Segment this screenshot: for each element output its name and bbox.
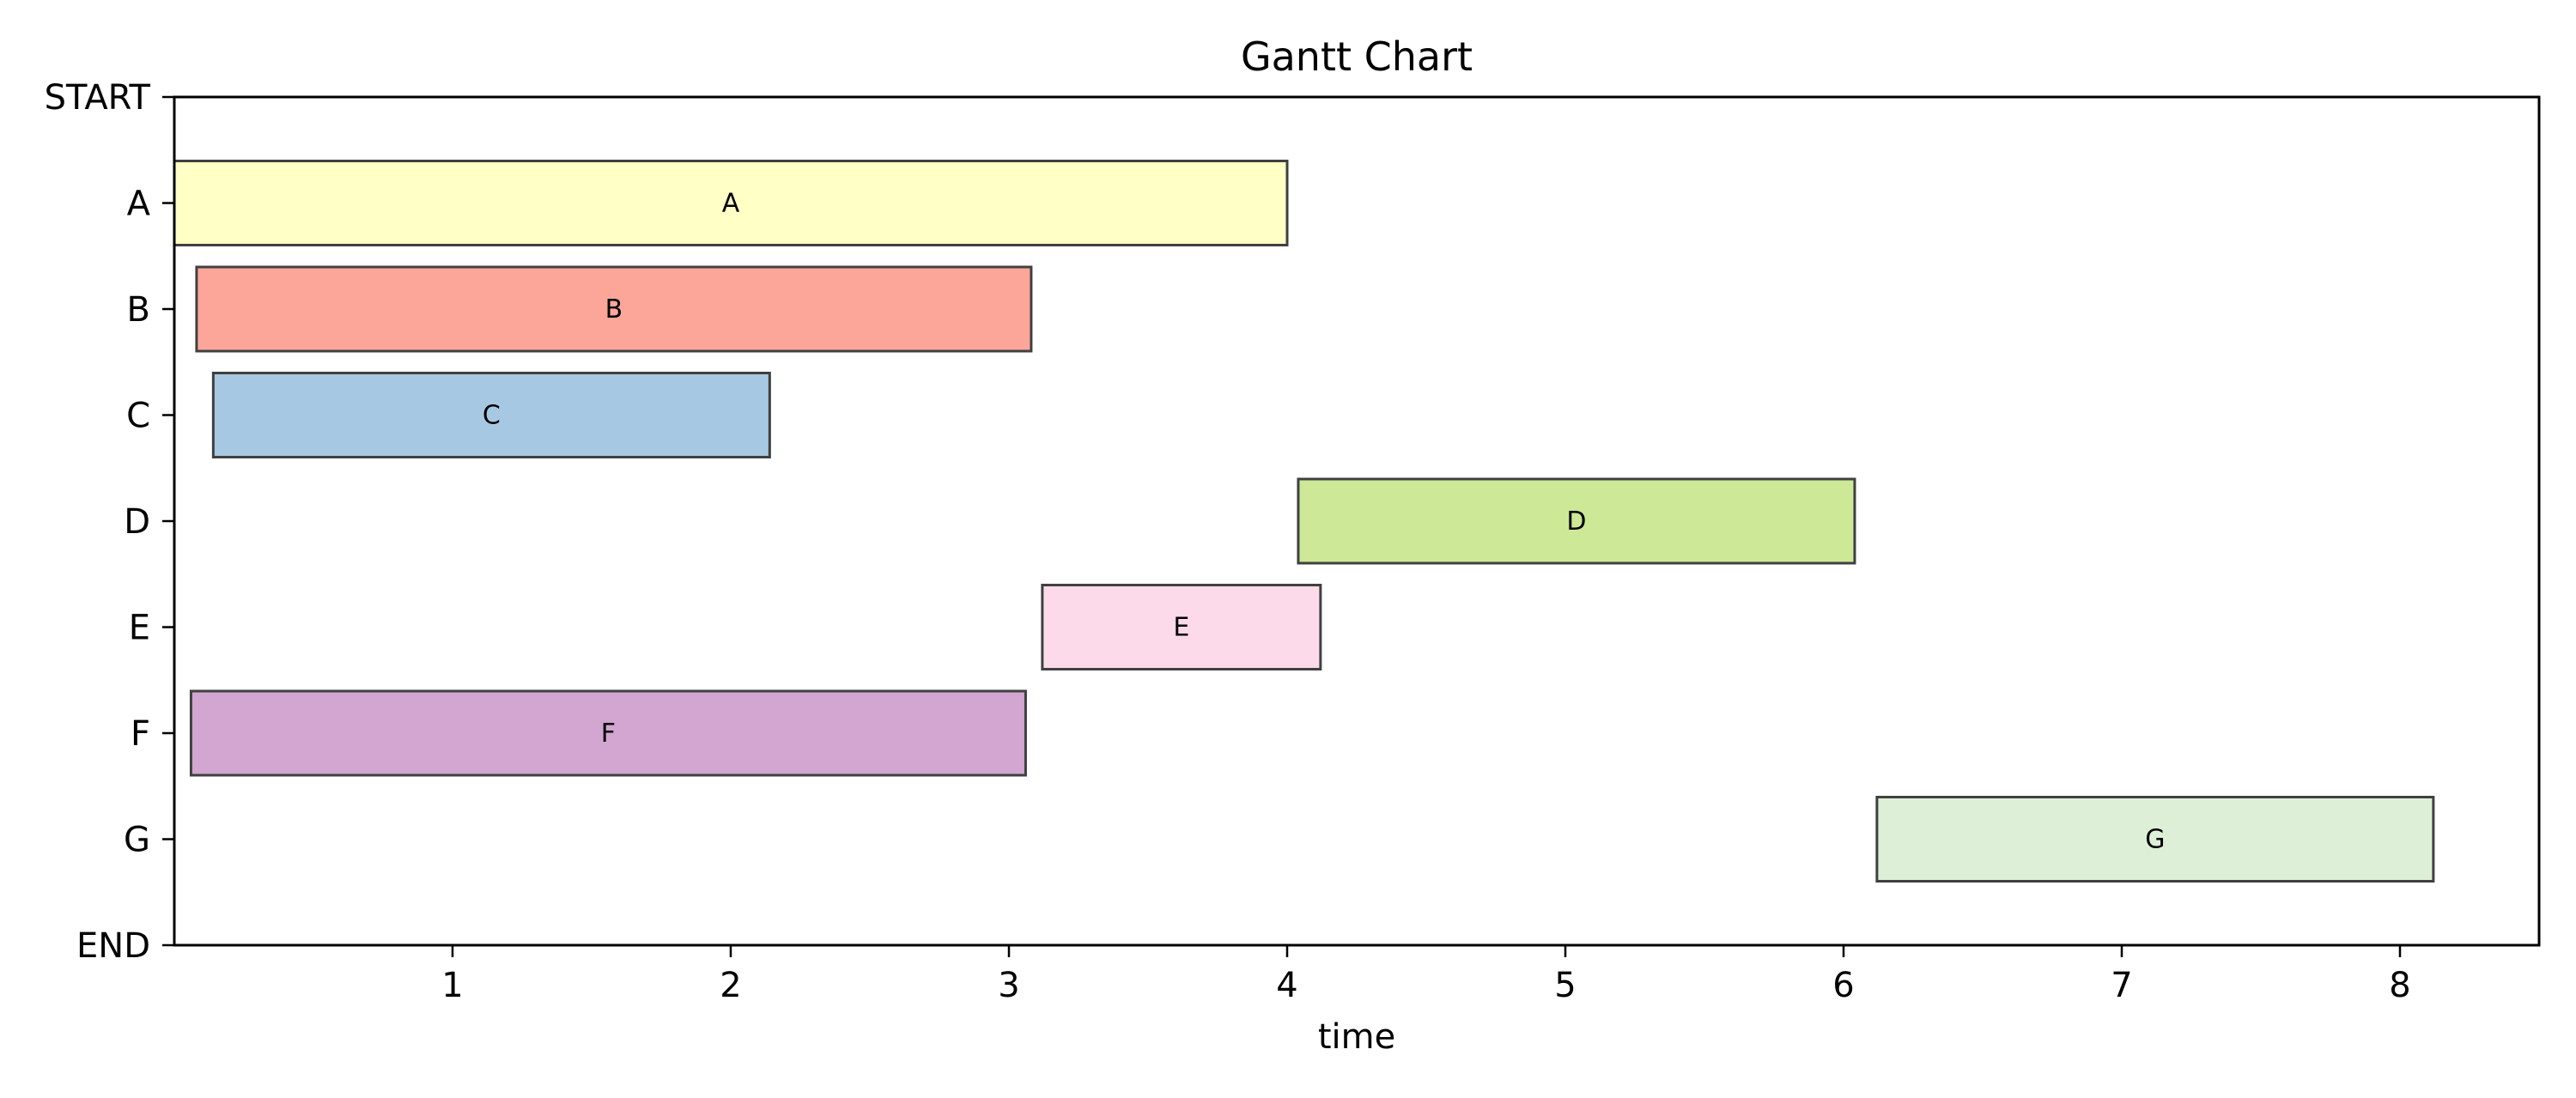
y-tick-label-a: A: [127, 185, 151, 224]
x-tick-label: 1: [441, 966, 463, 1005]
plot-area: A B C D E F G START A B C D E F G END 1 2 3 4 5 6 7 8: [45, 78, 2541, 1005]
x-tick-label: 6: [1832, 966, 1854, 1005]
gantt-bar-e: [1041, 584, 1322, 670]
gantt-bar-b: [195, 265, 1033, 353]
chart-title: Gantt Chart: [1241, 33, 1473, 80]
x-tick-label: 7: [2111, 966, 2132, 1005]
x-tick-label: 2: [720, 966, 741, 1005]
x-tick-label: 4: [1276, 966, 1297, 1005]
y-tick-label-b: B: [127, 290, 150, 330]
y-tick-label-f: F: [131, 714, 150, 754]
x-tick-label: 3: [998, 966, 1019, 1005]
bar-label-d: D: [1566, 507, 1586, 537]
bar-label-g: G: [2145, 825, 2165, 855]
y-tick-label-c: C: [126, 397, 150, 436]
bar-label-a: A: [722, 189, 740, 219]
gantt-bar-c: [211, 372, 771, 458]
bar-label-b: B: [605, 294, 623, 325]
y-tick-label-d: D: [124, 502, 150, 542]
y-tick-label-e: E: [129, 609, 150, 648]
x-tick-label: 5: [1554, 966, 1576, 1005]
gantt-bar-g: [1875, 796, 2435, 883]
bar-label-f: F: [601, 719, 616, 749]
bar-label-c: C: [483, 401, 501, 431]
x-axis-label: time: [1318, 1017, 1395, 1057]
gantt-bar-d: [1297, 477, 1856, 565]
gantt-bar-f: [189, 689, 1027, 777]
gantt-bar-a: [173, 160, 1289, 246]
x-tick-label: 8: [2389, 966, 2410, 1005]
bar-label-e: E: [1173, 613, 1189, 643]
y-tick-label-end: END: [76, 926, 150, 966]
y-tick-label-g: G: [124, 821, 150, 860]
y-tick-label-start: START: [45, 78, 151, 118]
